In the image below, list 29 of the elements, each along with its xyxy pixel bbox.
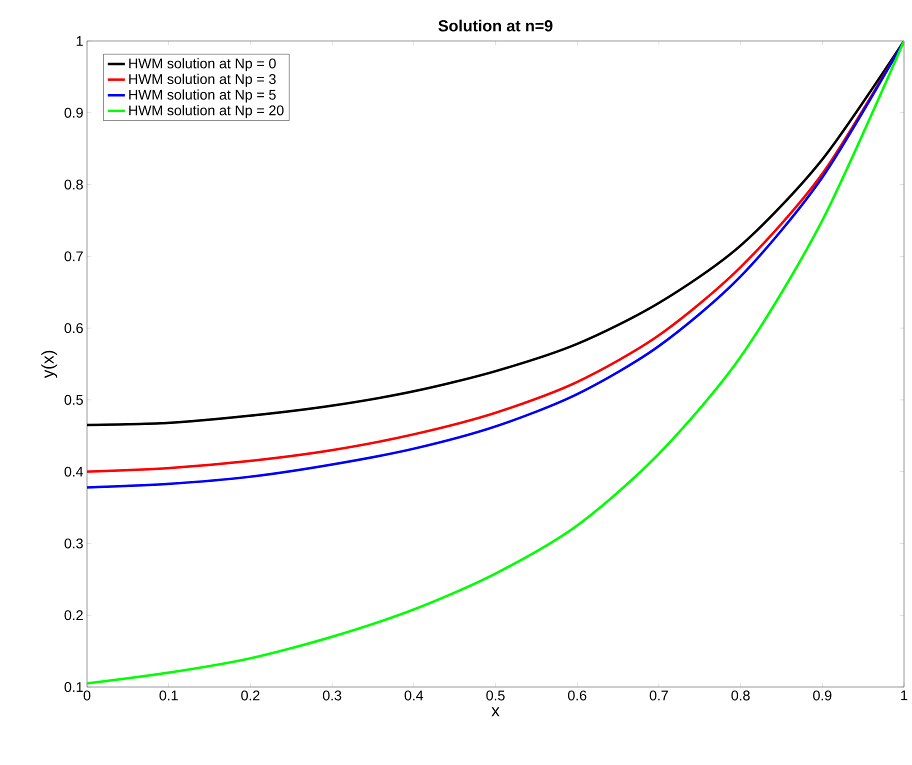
y-tick-label: 0.8 [64, 180, 83, 190]
y-tick-label: 1 [76, 36, 83, 46]
y-axis-title: y(x) [41, 350, 58, 378]
x-tick-label: 0.4 [404, 690, 424, 700]
y-tick-label: 0.4 [64, 466, 84, 477]
y-tick-label: 0.5 [64, 394, 83, 405]
x-tick-label: 0.3 [322, 690, 342, 700]
legend-label: HWM solution at Np = 0 [129, 58, 276, 72]
y-tick-label: 0.9 [64, 108, 83, 118]
x-tick-label: 0 [84, 690, 90, 700]
x-tick-label: 1 [901, 690, 908, 700]
y-tick-label: 0.2 [64, 610, 83, 620]
legend-label: HWM solution at Np = 20 [129, 105, 284, 118]
x-tick-label: 0.2 [241, 690, 260, 700]
y-tick-label: 0.1 [64, 682, 83, 692]
x-tick-label: 0.6 [568, 690, 586, 700]
x-tick-label: 0.8 [731, 690, 750, 700]
chart-title: Solution at n=9 [438, 20, 552, 32]
x-axis-title: x [491, 707, 500, 716]
y-tick-label: 0.6 [64, 323, 83, 334]
x-tick-label: 0.1 [160, 690, 178, 700]
legend-label: HWM solution at Np = 5 [129, 89, 276, 102]
x-tick-label: 0.5 [486, 690, 505, 700]
line-series [87, 40, 904, 685]
x-tick-label: 0.9 [813, 690, 832, 700]
y-tick-label: 0.3 [64, 538, 83, 548]
x-tick-label: 0.7 [650, 690, 668, 700]
y-tick-label: 0.7 [64, 251, 83, 262]
legend-label: HWM solution at Np = 3 [129, 74, 276, 87]
